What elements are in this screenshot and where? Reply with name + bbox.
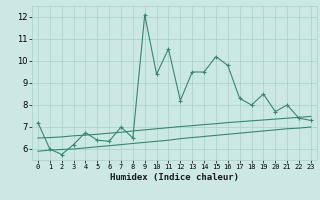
X-axis label: Humidex (Indice chaleur): Humidex (Indice chaleur) xyxy=(110,173,239,182)
